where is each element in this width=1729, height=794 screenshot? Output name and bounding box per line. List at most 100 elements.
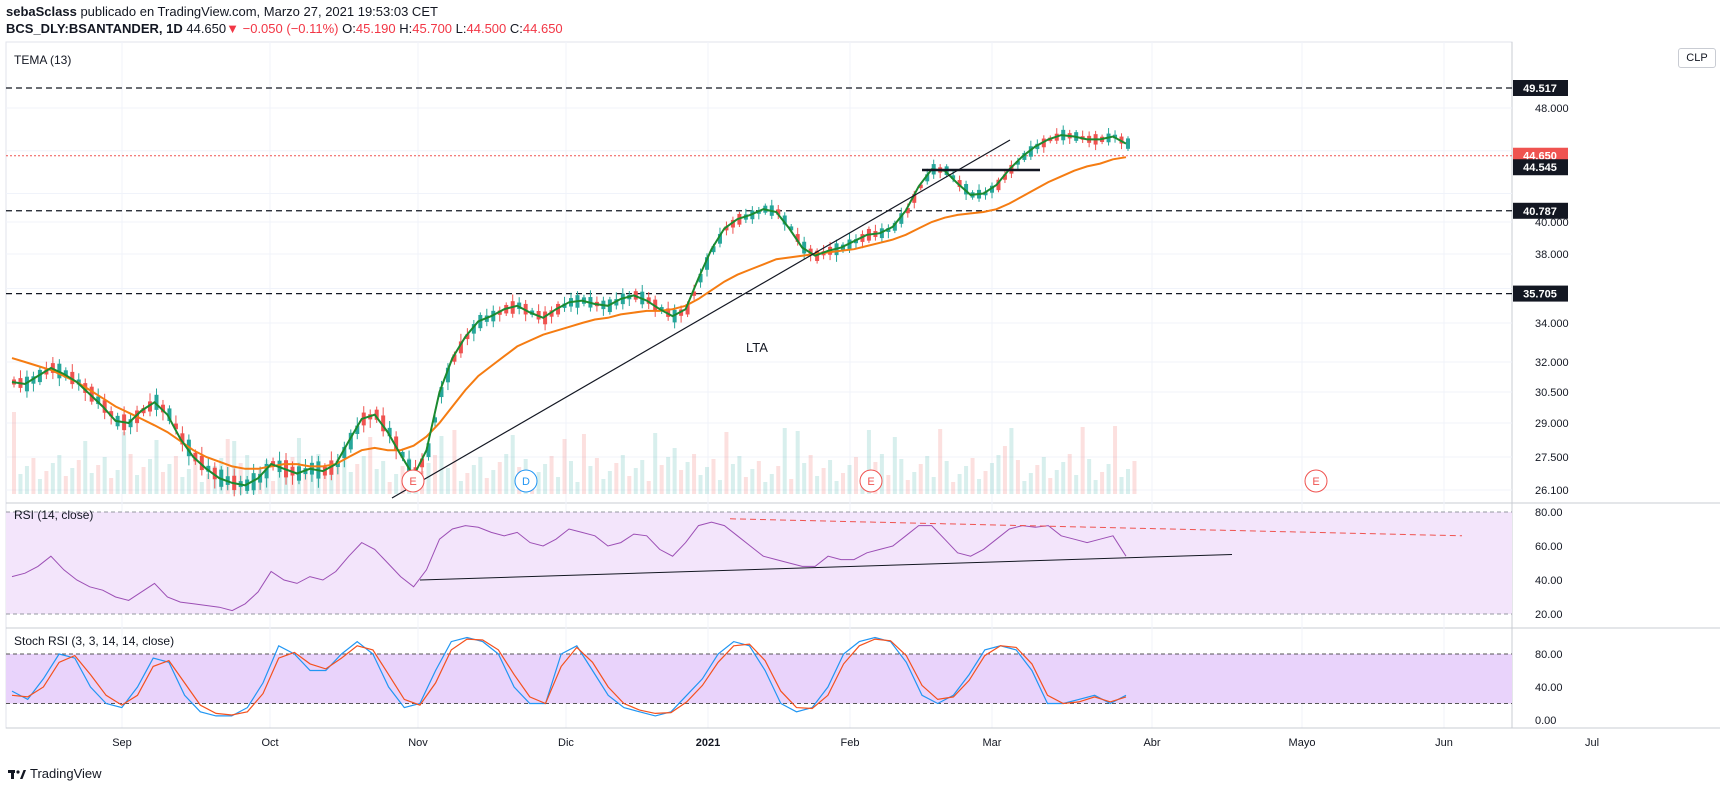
volume-bar (601, 479, 606, 494)
volume-bar (892, 437, 897, 494)
tradingview-logo-icon (8, 769, 26, 779)
candle-body (795, 234, 800, 242)
ma-price-label: 44.545 (1523, 162, 1557, 174)
candle-body (420, 458, 425, 468)
currency-button[interactable]: CLP (1678, 48, 1716, 68)
volume-bar (562, 439, 567, 494)
volume-bar (853, 457, 858, 494)
volume-bar (24, 466, 29, 494)
volume-bar (1119, 477, 1124, 494)
event-label: D (522, 476, 530, 488)
volume-bar (63, 476, 68, 494)
volume-bar (44, 471, 49, 494)
volume-bar (426, 463, 431, 494)
tradingview-brand[interactable]: TradingView (8, 766, 102, 781)
candle-body (141, 408, 146, 414)
tradingview-label: TradingView (30, 766, 102, 781)
candle-body (698, 273, 703, 283)
volume-bar (465, 473, 470, 494)
candle-body (432, 417, 437, 423)
candle-body (374, 409, 379, 420)
volume-bar (439, 436, 444, 494)
volume-bar (128, 454, 133, 494)
candle-body (964, 184, 969, 195)
candle-body (445, 367, 450, 383)
candle-body (154, 394, 159, 410)
x-tick-label: 2021 (696, 737, 720, 749)
volume-bar (918, 464, 923, 494)
candle-body (394, 436, 399, 451)
volume-bar (659, 465, 664, 494)
candle-body (452, 354, 457, 362)
candle-body (342, 446, 347, 459)
volume-bar (497, 462, 502, 494)
candle-body (199, 455, 204, 471)
x-tick-label: Jul (1585, 737, 1599, 749)
candle-body (1028, 146, 1033, 157)
volume-bar (1022, 481, 1027, 494)
candle-body (918, 184, 923, 189)
volume-bar (394, 474, 399, 494)
volume-bar (879, 454, 884, 494)
y-tick-label: 30.500 (1535, 387, 1569, 399)
x-tick-label: Nov (408, 737, 428, 749)
ohlc-line: BCS_DLY:BSANTANDER, 1D 44.650▼ −0.050 (−… (6, 21, 563, 36)
candle-body (782, 215, 787, 225)
volume-bar (989, 463, 994, 494)
event-label: E (867, 476, 874, 488)
candle-body (63, 370, 68, 378)
candle-body (458, 341, 463, 354)
y-tick-label: 48.000 (1535, 103, 1569, 115)
volume-bar (1113, 426, 1118, 494)
volume-bar (1061, 462, 1066, 494)
ma-price-tag (1513, 159, 1568, 176)
volume-bar (536, 472, 541, 494)
volume-bar (348, 472, 353, 494)
level-label: 40.787 (1523, 206, 1557, 218)
candle-body (24, 376, 29, 392)
rsi-support-line (419, 554, 1233, 581)
volume-bar (737, 456, 742, 494)
candle-body (549, 310, 554, 317)
volume-bar (672, 448, 677, 494)
volume-bar (173, 456, 178, 494)
volume-bar (355, 464, 360, 494)
volume-bar (776, 466, 781, 494)
x-tick-label: Sep (112, 737, 132, 749)
volume-bar (1126, 469, 1130, 494)
volume-bar (471, 465, 476, 494)
stoch-tick-label: 40.00 (1535, 682, 1563, 694)
stoch-band (6, 654, 1512, 704)
volume-bar (756, 461, 761, 494)
level-tag (1513, 285, 1568, 302)
candle-body (89, 386, 94, 402)
volume-bar (633, 468, 638, 494)
volume-bar (666, 457, 671, 494)
candle-body (70, 371, 75, 385)
candle-body (730, 219, 735, 228)
volume-bar (478, 457, 483, 494)
volume-bar (57, 455, 62, 494)
volume-bar (646, 481, 651, 494)
stoch-k-line (11, 636, 1127, 717)
volume-bar (374, 469, 379, 494)
volume-bar (510, 435, 515, 494)
candle-body (653, 299, 658, 311)
level-tag (1513, 80, 1568, 96)
volume-bar (361, 456, 366, 494)
volume-bar (445, 468, 450, 494)
volume-bar (782, 428, 787, 494)
level-label: 35.705 (1523, 289, 1557, 301)
author-name[interactable]: sebaSclass (6, 4, 77, 19)
volume-bar (847, 465, 852, 494)
volume-bar (199, 482, 204, 494)
volume-bar (964, 466, 969, 494)
candle-body (400, 451, 405, 458)
volume-bar (705, 467, 710, 494)
volume-bar (504, 454, 509, 494)
volume-bar (381, 461, 386, 494)
volume-bar (951, 482, 956, 494)
volume-bar (167, 464, 172, 494)
candle-body (31, 376, 36, 384)
